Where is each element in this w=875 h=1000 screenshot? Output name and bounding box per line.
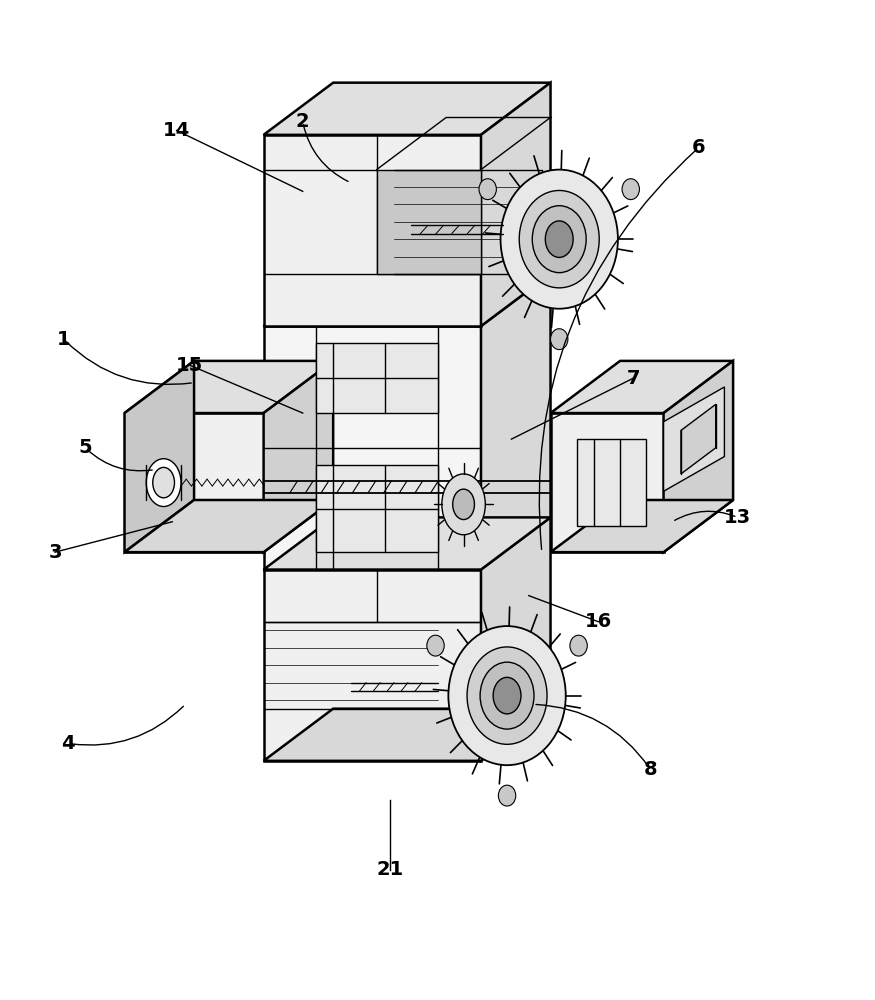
Text: 16: 16 — [584, 612, 612, 631]
Ellipse shape — [499, 785, 515, 806]
Text: 8: 8 — [644, 760, 657, 779]
Ellipse shape — [467, 647, 547, 744]
Polygon shape — [316, 343, 438, 413]
Polygon shape — [663, 361, 733, 552]
Polygon shape — [263, 83, 550, 135]
Polygon shape — [124, 413, 263, 552]
Text: 2: 2 — [296, 112, 310, 131]
Polygon shape — [577, 439, 646, 526]
Text: 5: 5 — [79, 438, 92, 457]
Text: 21: 21 — [376, 860, 403, 879]
Polygon shape — [263, 135, 481, 326]
Polygon shape — [263, 570, 481, 761]
Ellipse shape — [545, 221, 573, 257]
Polygon shape — [376, 170, 481, 274]
Polygon shape — [481, 517, 550, 761]
Polygon shape — [550, 361, 733, 413]
Polygon shape — [663, 387, 724, 491]
Text: 14: 14 — [163, 121, 190, 140]
Ellipse shape — [427, 635, 444, 656]
Text: 4: 4 — [61, 734, 74, 753]
Ellipse shape — [519, 190, 599, 288]
Ellipse shape — [550, 329, 568, 350]
Ellipse shape — [448, 626, 566, 765]
Polygon shape — [681, 404, 716, 474]
Text: 1: 1 — [57, 330, 71, 349]
Polygon shape — [263, 709, 550, 761]
Polygon shape — [263, 326, 481, 570]
Polygon shape — [481, 83, 550, 326]
Polygon shape — [263, 517, 550, 570]
Ellipse shape — [442, 474, 486, 535]
Polygon shape — [124, 500, 333, 552]
Polygon shape — [481, 274, 550, 570]
Text: 6: 6 — [691, 138, 705, 157]
Polygon shape — [124, 361, 333, 413]
Polygon shape — [550, 500, 733, 552]
Ellipse shape — [532, 206, 586, 273]
Ellipse shape — [493, 677, 521, 714]
Polygon shape — [263, 361, 333, 552]
Ellipse shape — [500, 170, 618, 309]
Ellipse shape — [479, 179, 496, 200]
Text: 15: 15 — [176, 356, 203, 375]
Ellipse shape — [570, 635, 587, 656]
Polygon shape — [263, 274, 550, 326]
Ellipse shape — [146, 459, 181, 507]
Text: 13: 13 — [724, 508, 751, 527]
Ellipse shape — [622, 179, 640, 200]
Ellipse shape — [480, 662, 534, 729]
Ellipse shape — [153, 467, 174, 498]
Text: 7: 7 — [626, 369, 640, 388]
Polygon shape — [550, 413, 663, 552]
Polygon shape — [316, 465, 438, 552]
Polygon shape — [124, 361, 194, 552]
Text: 3: 3 — [48, 543, 62, 562]
Ellipse shape — [452, 489, 474, 520]
